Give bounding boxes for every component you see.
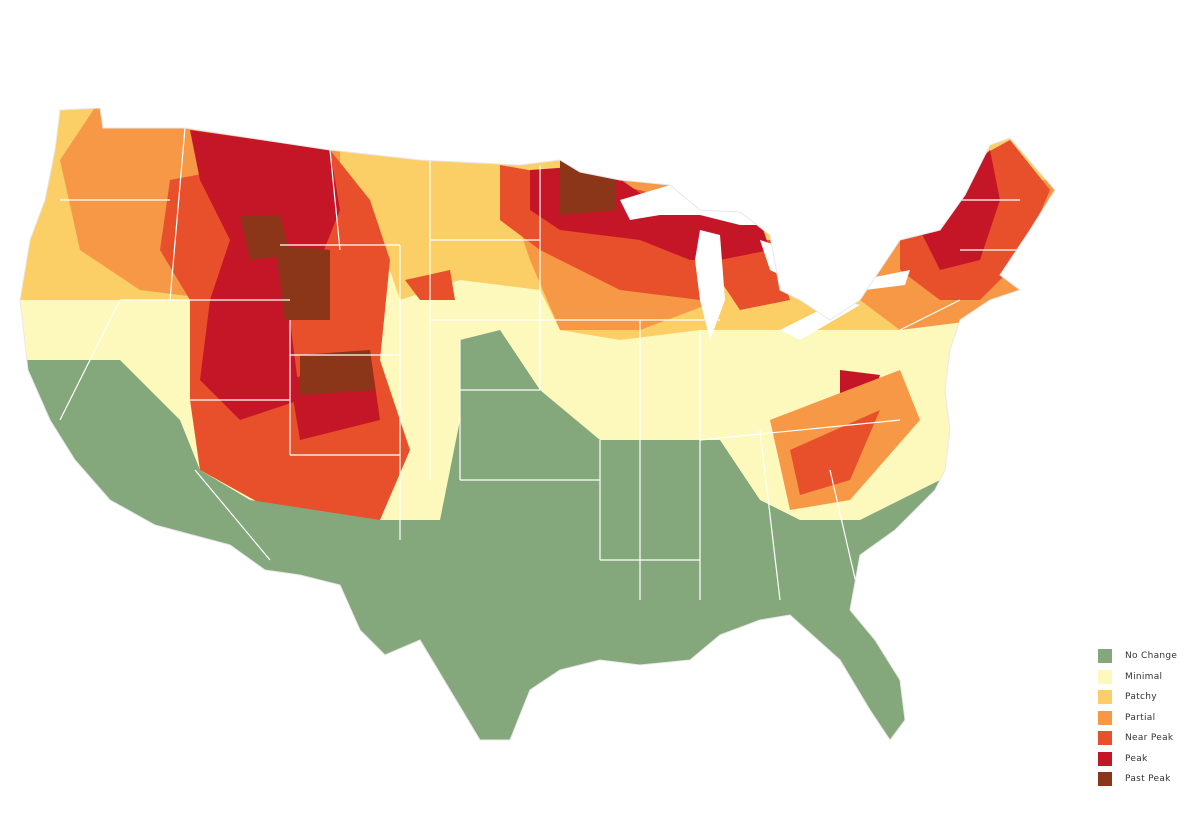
region-peak-new-england: [920, 150, 1000, 270]
state-border: [899, 299, 961, 331]
legend-swatch: [1098, 669, 1112, 684]
lake-ontario: [860, 270, 910, 290]
region-past-peak-colorado: [300, 350, 375, 395]
legend-swatch: [1098, 772, 1112, 787]
legend-label: No Change: [1125, 651, 1178, 662]
region-past-peak-minnesota: [560, 160, 615, 215]
state-border: [329, 149, 341, 251]
state-border: [699, 419, 901, 441]
legend-swatch: [1098, 649, 1112, 664]
state-border: [194, 469, 271, 561]
legend-item-partial: Partial: [1098, 708, 1198, 729]
legend-item-peak: Peak: [1098, 749, 1198, 770]
state-border: [759, 429, 781, 601]
region-past-peak-wyoming: [275, 245, 330, 320]
legend-item-past-peak: Past Peak: [1098, 769, 1198, 790]
legend-item-near-peak: Near Peak: [1098, 728, 1198, 749]
legend-item-patchy: Patchy: [1098, 687, 1198, 708]
legend-label: Past Peak: [1125, 774, 1171, 785]
legend-label: Patchy: [1125, 692, 1157, 703]
legend-swatch: [1098, 751, 1112, 766]
lake-erie: [780, 300, 860, 340]
legend-label: Partial: [1125, 712, 1156, 723]
lake-michigan: [695, 230, 725, 340]
legend-item-minimal: Minimal: [1098, 667, 1198, 688]
legend: No Change Minimal Patchy Partial Near Pe…: [1098, 646, 1198, 790]
legend-swatch: [1098, 731, 1112, 746]
legend-item-no-change: No Change: [1098, 646, 1198, 667]
state-border: [829, 469, 861, 601]
lake-superior: [620, 185, 770, 225]
region-peak-rockies: [190, 130, 340, 420]
region-near-peak-appalachia: [790, 410, 880, 495]
state-border: [59, 299, 121, 421]
legend-label: Minimal: [1125, 671, 1163, 682]
legend-label: Near Peak: [1125, 733, 1174, 744]
legend-label: Peak: [1125, 753, 1148, 764]
legend-swatch: [1098, 710, 1112, 725]
legend-swatch: [1098, 690, 1112, 705]
